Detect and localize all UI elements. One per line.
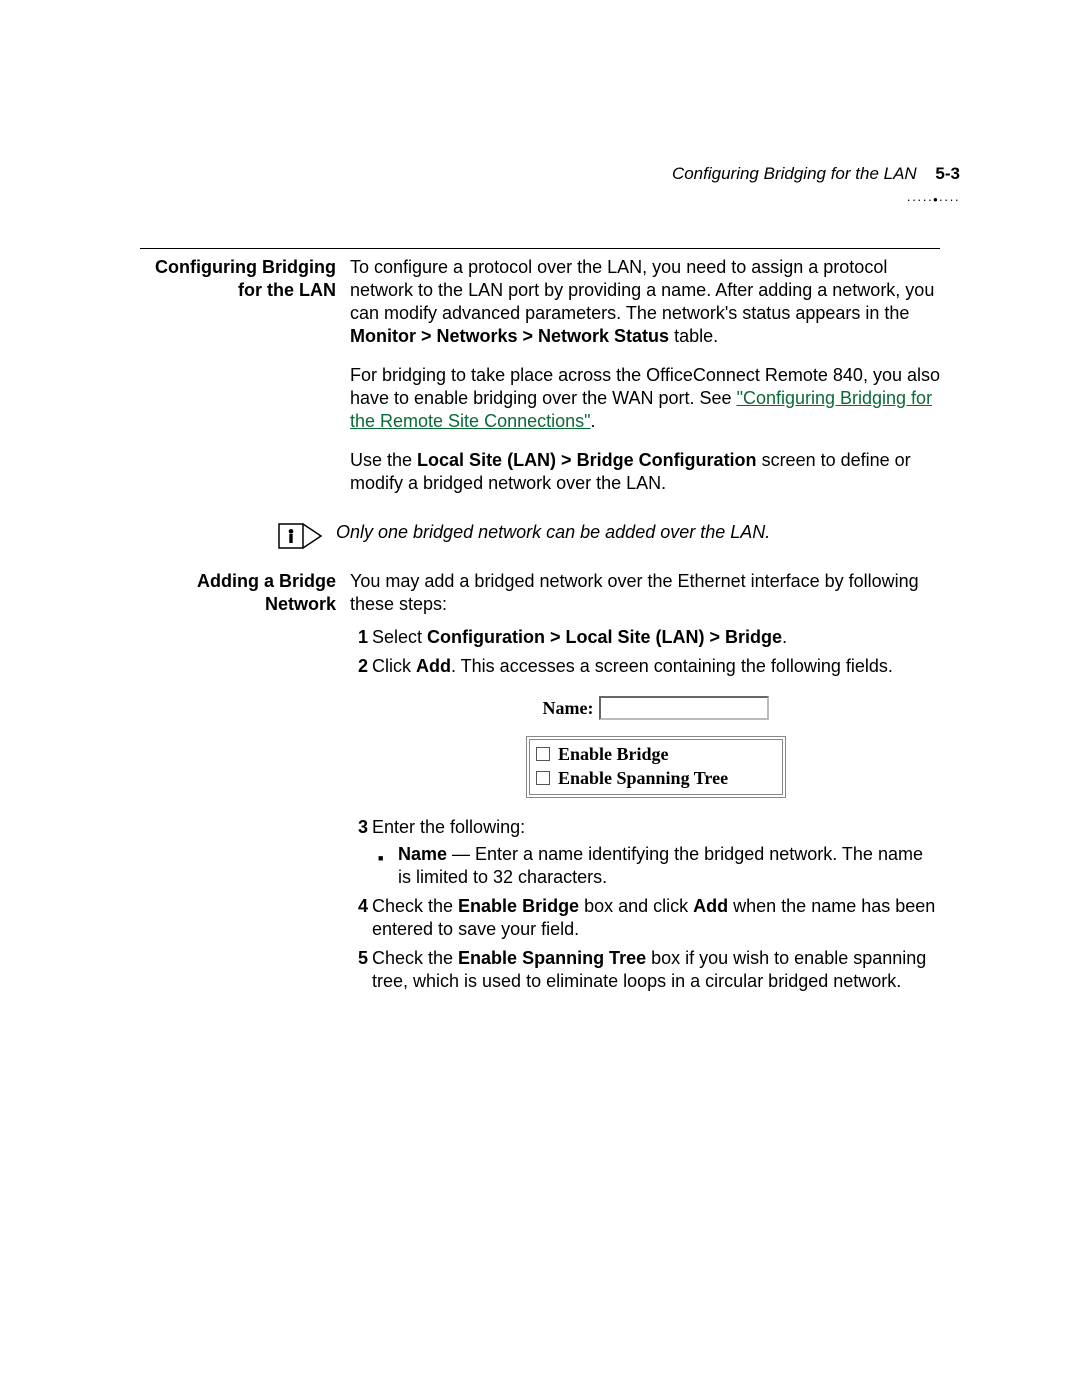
name-label: Name: — [543, 697, 594, 720]
step-number: 4 — [350, 895, 368, 918]
button-ref: Add — [693, 896, 728, 916]
enable-spanning-row: Enable Spanning Tree — [536, 766, 776, 790]
name-field-row: Name: — [526, 696, 786, 720]
text: Click — [372, 656, 416, 676]
text: table. — [669, 326, 718, 346]
section-para-3: Use the Local Site (LAN) > Bridge Config… — [350, 449, 940, 495]
step-number: 5 — [350, 947, 368, 970]
step-2: 2 Click Add. This accesses a screen cont… — [350, 655, 940, 798]
info-note: Only one bridged network can be added ov… — [336, 521, 940, 544]
enable-bridge-checkbox[interactable] — [536, 747, 550, 761]
running-header: Configuring Bridging for the LAN 5-3 — [672, 164, 960, 184]
text: Select — [372, 627, 427, 647]
option-ref: Enable Spanning Tree — [458, 948, 646, 968]
step-3: 3 Enter the following: Name — Enter a na… — [350, 816, 940, 889]
field-name: Name — [398, 844, 447, 864]
menu-path: Monitor > Networks > Network Status — [350, 326, 669, 346]
text: . This accesses a screen containing the … — [451, 656, 893, 676]
text: To configure a protocol over the LAN, yo… — [350, 257, 934, 323]
text: . — [591, 411, 596, 431]
text: — Enter a name identifying the bridged n… — [398, 844, 923, 887]
subsection-intro: You may add a bridged network over the E… — [350, 570, 940, 616]
running-title: Configuring Bridging for the LAN — [672, 164, 917, 183]
step-3-bullets: Name — Enter a name identifying the brid… — [372, 843, 940, 889]
menu-path: Configuration > Local Site (LAN) > Bridg… — [427, 627, 782, 647]
section-heading: Configuring Bridging for the LAN — [140, 256, 350, 302]
enable-bridge-row: Enable Bridge — [536, 742, 776, 766]
steps-list: 1 Select Configuration > Local Site (LAN… — [350, 626, 940, 993]
text: Check the — [372, 896, 458, 916]
header-dots-rule: ·····•···· — [906, 192, 960, 207]
button-ref: Add — [416, 656, 451, 676]
step-4: 4 Check the Enable Bridge box and click … — [350, 895, 940, 941]
text: Use the — [350, 450, 417, 470]
screen-path: Local Site (LAN) > Bridge Configuration — [417, 450, 757, 470]
subsection-heading: Adding a Bridge Network — [140, 570, 350, 616]
bullet-name: Name — Enter a name identifying the brid… — [372, 843, 940, 889]
step-number: 2 — [350, 655, 368, 678]
option-ref: Enable Bridge — [458, 896, 579, 916]
step-number: 1 — [350, 626, 368, 649]
info-icon — [278, 523, 322, 549]
section-rule — [140, 248, 940, 249]
section-para-1: To configure a protocol over the LAN, yo… — [350, 256, 940, 348]
enable-spanning-label: Enable Spanning Tree — [558, 766, 728, 790]
step-number: 3 — [350, 816, 368, 839]
checkbox-panel: Enable Bridge Enable Spanning Tree — [526, 736, 786, 798]
text: Check the — [372, 948, 458, 968]
body: Configuring Bridging for the LAN To conf… — [140, 256, 940, 1009]
enable-bridge-label: Enable Bridge — [558, 742, 669, 766]
text: Enter the following: — [372, 817, 525, 837]
text: . — [782, 627, 787, 647]
bridge-config-form: Name: Enable Bridge Enable S — [526, 696, 786, 798]
name-input[interactable] — [599, 696, 769, 720]
text: box and click — [579, 896, 693, 916]
step-1: 1 Select Configuration > Local Site (LAN… — [350, 626, 940, 649]
page: Configuring Bridging for the LAN 5-3 ···… — [0, 0, 1080, 1397]
enable-spanning-tree-checkbox[interactable] — [536, 771, 550, 785]
page-number: 5-3 — [935, 164, 960, 183]
section-para-2: For bridging to take place across the Of… — [350, 364, 940, 433]
step-5: 5 Check the Enable Spanning Tree box if … — [350, 947, 940, 993]
